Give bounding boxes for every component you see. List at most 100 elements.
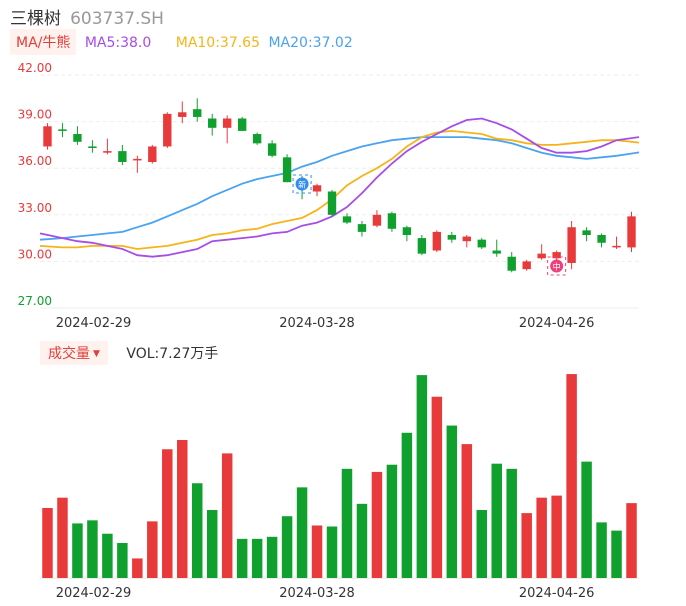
candle-body — [148, 146, 157, 162]
candle — [43, 123, 52, 150]
candle — [492, 239, 501, 257]
candle-body — [193, 109, 202, 117]
candle-body — [447, 234, 457, 240]
candle-body — [462, 236, 471, 242]
volume-bars — [42, 374, 637, 578]
volume-bar — [326, 526, 338, 578]
candle-body — [492, 250, 501, 254]
candle — [432, 230, 442, 253]
marker-frame — [547, 256, 567, 276]
candle — [282, 154, 292, 183]
volume-bar — [356, 503, 368, 578]
volume-bar — [162, 449, 173, 578]
volume-bar — [57, 497, 68, 578]
candle-body — [103, 151, 112, 153]
volume-bar — [371, 471, 383, 578]
candle-body — [267, 143, 277, 156]
candle — [522, 259, 531, 271]
volume-bar — [311, 525, 323, 578]
volume-bar — [251, 538, 263, 578]
candle-body — [372, 214, 382, 226]
candle-body — [567, 227, 576, 263]
marker-dot — [550, 259, 564, 273]
candle — [582, 227, 591, 242]
volume-bar — [72, 523, 83, 578]
candle — [342, 213, 352, 225]
candle — [163, 112, 172, 149]
candle — [312, 183, 322, 197]
volume-x-tick-label: 2024-04-26 — [519, 586, 595, 601]
candle-body — [118, 151, 127, 162]
candle-body — [417, 238, 427, 254]
volume-bar — [491, 463, 502, 578]
volume-bar — [596, 522, 607, 578]
y-tick-label: 42.00 — [18, 61, 52, 75]
candle — [133, 155, 142, 173]
stock-header: 三棵树 603737.SH — [10, 4, 164, 29]
caret-down-icon: ▼ — [93, 349, 100, 359]
volume-bar — [102, 533, 113, 578]
candle-body — [133, 158, 142, 161]
marker-label: 中 — [553, 262, 561, 272]
candle-body — [237, 118, 247, 131]
volume-bar — [191, 483, 203, 578]
new-marker: 新 — [292, 174, 312, 194]
candle — [148, 144, 157, 164]
ma20-label: MA20:37.02 — [268, 35, 353, 51]
volume-bar — [206, 510, 218, 578]
volume-bar — [132, 558, 143, 578]
volume-bar — [236, 538, 248, 578]
volume-bar — [386, 464, 398, 578]
volume-x-tick-label: 2024-02-29 — [56, 586, 132, 601]
ma20-line — [39, 136, 640, 241]
stock-code: 603737.SH — [70, 9, 164, 29]
candle-body — [222, 118, 232, 128]
ma5-label: MA5:38.0 — [84, 35, 152, 51]
moving-average-lines — [39, 117, 640, 258]
volume-indicator-selector[interactable]: 成交量 ▼ — [40, 341, 108, 365]
volume-bar — [266, 536, 278, 578]
candle — [567, 221, 576, 270]
candlesticks — [43, 98, 636, 273]
candle — [462, 234, 471, 248]
candle — [193, 98, 202, 122]
candle-body — [163, 113, 172, 147]
candle-body — [88, 146, 97, 149]
candle-body — [537, 253, 546, 259]
marker-frame — [292, 174, 312, 194]
volume-bar — [461, 444, 473, 578]
volume-bar — [446, 425, 458, 578]
candle — [58, 123, 67, 138]
stock-name: 三棵树 — [10, 9, 61, 29]
volume-bar — [87, 520, 98, 578]
candle — [118, 144, 127, 166]
candle-body — [402, 227, 412, 235]
candle-body — [252, 134, 262, 144]
candle — [267, 140, 277, 158]
candle-body — [357, 224, 367, 232]
volume-bar — [551, 495, 562, 578]
candle-body — [477, 239, 486, 248]
ma-type-selector[interactable]: MA/牛熊 — [10, 29, 77, 55]
volume-value: VOL:7.27万手 — [126, 346, 219, 362]
volume-bar — [521, 513, 532, 578]
volume-x-tick-label: 2024-03-28 — [279, 586, 355, 601]
volume-bar — [401, 432, 413, 578]
candle — [507, 252, 516, 273]
event-marker: 中 — [547, 256, 567, 276]
candle — [208, 113, 217, 136]
volume-bar — [431, 396, 443, 578]
candle — [537, 244, 546, 260]
candle — [178, 101, 187, 124]
volume-bar — [611, 530, 622, 578]
chart-markers: 新中 — [292, 174, 567, 276]
candle-body — [58, 129, 67, 131]
candle-body — [282, 157, 292, 183]
volume-bar — [581, 461, 592, 578]
candle — [73, 126, 82, 145]
candle — [372, 210, 382, 228]
y-tick-label: 39.00 — [18, 108, 52, 122]
x-tick-label: 2024-02-29 — [56, 316, 132, 331]
volume-bar — [281, 516, 293, 578]
